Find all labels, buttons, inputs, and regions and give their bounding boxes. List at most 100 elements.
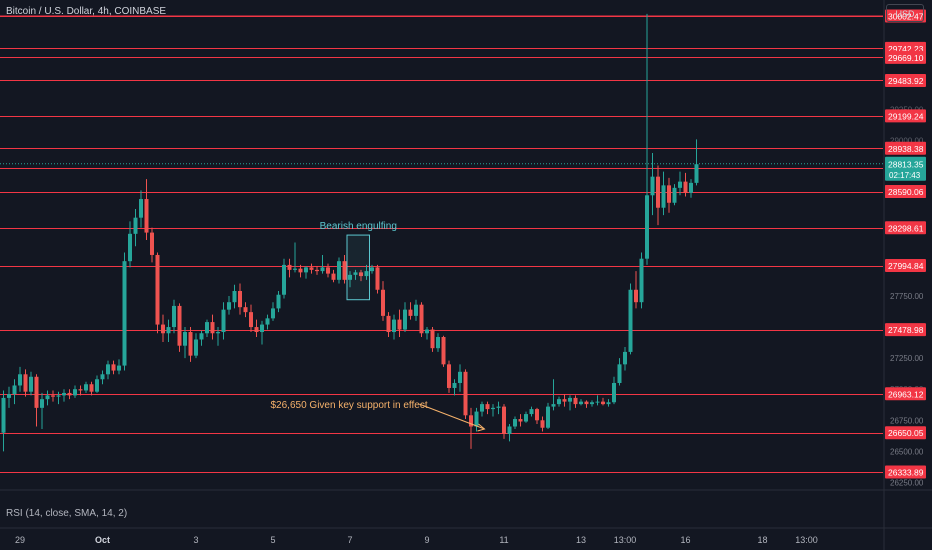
candle-up	[507, 426, 512, 434]
candle-up	[7, 394, 11, 398]
price-level-tag-label: 29483.92	[888, 76, 924, 86]
candle-up	[216, 332, 220, 334]
candle-up	[364, 271, 369, 277]
candle-down	[309, 267, 314, 270]
candle-up	[628, 289, 633, 352]
candle-up	[370, 267, 374, 272]
candle-up	[166, 327, 171, 334]
candle-up	[232, 291, 237, 303]
candle-up	[623, 351, 627, 365]
candle-up	[1, 397, 6, 433]
price-level-tag	[885, 73, 926, 87]
candle-up	[617, 364, 622, 383]
y-tick-label: 26750.00	[890, 416, 924, 425]
candle-up	[56, 395, 61, 397]
x-tick-label: 16	[680, 535, 690, 545]
candle-up	[337, 261, 341, 280]
candle-up	[661, 185, 666, 208]
price-level-tag-label: 29199.24	[888, 111, 924, 121]
price-level-tag-label: 30002.47	[888, 12, 924, 22]
candle-up	[606, 402, 611, 405]
candle-up	[62, 392, 66, 396]
candle-up	[227, 302, 231, 310]
candle-up	[496, 406, 501, 408]
candle-up	[122, 261, 127, 366]
candle-down	[144, 199, 149, 233]
x-tick-label: 7	[347, 535, 352, 545]
x-tick-label: 9	[424, 535, 429, 545]
candle-down	[326, 267, 330, 274]
support-annotation-label: $26,650 Given key support in effect	[271, 400, 428, 411]
candle-up	[414, 304, 418, 316]
candle-up	[436, 336, 440, 349]
candle-down	[89, 384, 94, 392]
candle-up	[568, 397, 572, 402]
candle-down	[683, 181, 688, 193]
bearish-engulfing-label: Bearish engulfing	[320, 221, 397, 232]
candle-down	[78, 389, 83, 391]
candle-up	[529, 409, 534, 415]
candle-up	[524, 414, 528, 422]
candle-up	[678, 181, 682, 188]
candle-up	[139, 199, 143, 218]
current-price-tag	[885, 156, 926, 181]
candle-down	[502, 406, 506, 434]
candle-down	[342, 261, 347, 280]
candle-down	[67, 392, 72, 396]
candle-up	[353, 272, 358, 275]
price-level-tag	[885, 109, 926, 123]
x-tick-label: 3	[193, 535, 198, 545]
bearish-engulfing-box	[346, 234, 370, 301]
price-level-tag-label: 27994.84	[888, 261, 924, 271]
candle-up	[106, 364, 110, 375]
candle-up	[194, 339, 198, 356]
price-level-tag-label: 27478.98	[888, 325, 924, 335]
candle-down	[315, 269, 319, 272]
candle-up	[117, 365, 121, 371]
candle-down	[535, 409, 539, 421]
candle-down	[518, 419, 523, 422]
candle-down	[447, 364, 451, 388]
currency-button[interactable]: USD	[886, 4, 924, 22]
price-level-tag-label: 26333.89	[888, 468, 924, 478]
candle-up	[260, 324, 264, 333]
candle-up	[546, 406, 550, 428]
price-level-tag	[885, 221, 926, 235]
candle-down	[419, 304, 424, 334]
x-tick-label: 13:00	[795, 535, 818, 545]
candle-down	[188, 332, 193, 356]
support-arrow-head	[477, 423, 486, 432]
candle-up	[348, 274, 352, 280]
candle-up	[392, 319, 396, 333]
y-tick-label: 26250.00	[890, 478, 924, 487]
candle-down	[667, 185, 671, 203]
candle-down	[573, 397, 578, 405]
price-level-tag-label: 28590.06	[888, 187, 924, 197]
candle-up	[45, 395, 50, 400]
support-annotation-arrow	[419, 403, 485, 430]
x-tick-label: 5	[270, 535, 275, 545]
rsi-indicator-label[interactable]: RSI (14, close, SMA, 14, 2)	[6, 508, 128, 519]
current-price-value: 28813.35	[888, 159, 924, 169]
candle-up	[12, 385, 17, 395]
candle-up	[95, 379, 99, 392]
price-level-tag-label: 26650.05	[888, 428, 924, 438]
y-tick-label: 26500.00	[890, 447, 924, 456]
candle-down	[34, 376, 39, 408]
candle-down	[111, 364, 116, 371]
candle-up	[304, 267, 308, 273]
candle-up	[29, 376, 33, 392]
price-level-tag-label: 29742.23	[888, 44, 924, 54]
y-tick-label: 27750.00	[890, 292, 924, 301]
candle-up	[590, 402, 594, 405]
candle-up	[221, 309, 226, 333]
x-tick-label: 18	[757, 535, 767, 545]
candle-down	[397, 319, 402, 330]
x-tick-label: 13:00	[614, 535, 637, 545]
candle-up	[491, 407, 495, 410]
price-level-tag	[885, 465, 926, 479]
candle-up	[425, 329, 429, 334]
candle-down	[634, 289, 638, 303]
candle-down	[375, 267, 380, 290]
